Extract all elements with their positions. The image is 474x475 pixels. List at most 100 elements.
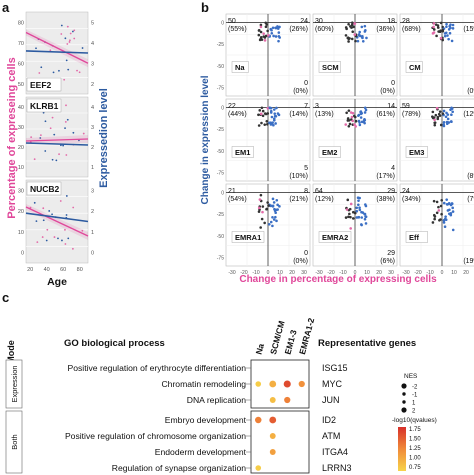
gene-label-box	[26, 98, 62, 113]
scatter-point	[264, 25, 268, 29]
left-tick-label: 70	[18, 41, 24, 47]
scatter-point	[351, 30, 355, 34]
representative-gene: MYC	[322, 379, 343, 389]
scatter-point	[360, 25, 364, 29]
scatter-point	[447, 37, 450, 41]
y-tick-label: -75	[217, 255, 224, 261]
scatter-point	[357, 199, 360, 202]
age-subplot: EEF2 50 60 70 80 2 3 4 5	[18, 11, 94, 95]
pct-bottom-right: (8%)	[467, 173, 474, 180]
age-point	[65, 59, 68, 62]
enrichment-dot	[298, 380, 305, 388]
scatter-point	[273, 114, 277, 118]
age-subplot: KLRB1 10 20 30 40 1 2 3 4	[18, 96, 94, 178]
scatter-point	[442, 109, 446, 113]
right-tick-label: 5	[91, 20, 94, 26]
scatter-point	[358, 196, 361, 200]
scatter-point	[266, 201, 269, 204]
scatter-point	[258, 38, 262, 42]
scatter-point	[357, 114, 360, 117]
count-top-right: 29	[387, 188, 395, 195]
scatter-point	[363, 106, 367, 110]
scatter-point	[363, 121, 366, 125]
scatter-point	[276, 25, 279, 28]
scatter-point	[436, 117, 440, 121]
scatter-point	[347, 109, 351, 112]
scatter-point	[272, 117, 276, 120]
age-point	[40, 66, 43, 69]
x-tick-label: -10	[426, 270, 433, 276]
cell-type-name: SCM	[322, 63, 339, 72]
scatter-point	[364, 222, 368, 225]
age-point	[64, 121, 67, 123]
scatter-point	[431, 221, 435, 224]
column-label: EMRA1-2	[297, 317, 316, 356]
age-point	[73, 37, 76, 40]
color-legend-tick: 1.75	[409, 427, 421, 433]
right-tick-label: 3	[91, 125, 94, 131]
nes-legend-tick: -2	[412, 385, 418, 391]
x-tick-label: -10	[339, 270, 346, 276]
scatter-point	[431, 116, 435, 120]
scatter-point	[354, 39, 357, 43]
mode-header: Mode	[6, 340, 16, 364]
representative-gene: ISG15	[322, 363, 348, 373]
cell-type-name: EMRA2	[322, 233, 348, 242]
age-subplot: NUCB2 0 10 20 30 0 1 2 3	[18, 179, 94, 264]
scatter-point	[259, 25, 263, 29]
y-tick-label: -75	[217, 85, 224, 91]
age-point	[33, 158, 36, 161]
y-tick-label: -50	[217, 234, 224, 240]
scatter-point	[448, 208, 451, 212]
pct-trend-line	[25, 31, 89, 64]
count-top-right: 18	[387, 18, 395, 25]
mode-label-expression: Expression	[10, 365, 19, 402]
age-point	[71, 30, 74, 33]
scatter-point	[266, 106, 270, 110]
scatter-point	[261, 205, 265, 208]
pct-bottom-right: (19%)	[463, 258, 474, 265]
age-point	[30, 136, 33, 139]
x-tick-label: 20	[463, 270, 469, 276]
scatter-point	[353, 115, 357, 119]
scatter-point	[259, 112, 263, 116]
scatter-point	[356, 39, 360, 43]
scatter-point	[259, 35, 263, 39]
pct-top-right: (15%)	[463, 26, 474, 33]
scatter-point	[260, 217, 264, 221]
age-point	[65, 154, 68, 156]
age-point	[59, 200, 62, 202]
scatter-point	[437, 205, 440, 209]
scatter-point	[274, 215, 277, 219]
scatter-point	[261, 114, 265, 118]
age-point	[44, 150, 47, 152]
age-point	[57, 237, 59, 240]
scatter-point	[278, 36, 281, 39]
count-top-right: 7	[304, 103, 308, 110]
age-point	[71, 247, 74, 250]
panel-c: c Mode GO biological process Representative…	[2, 290, 437, 474]
scatter-point	[359, 112, 363, 116]
x-tick-label: 0	[441, 270, 444, 276]
scatter-point	[259, 23, 263, 27]
scatter-point	[347, 124, 351, 128]
pct-trend-line	[25, 138, 89, 142]
scatter-point	[363, 111, 367, 114]
age-point	[64, 37, 67, 40]
age-point	[42, 207, 45, 210]
y-axis-label: Change in expression level	[200, 75, 211, 204]
scatter-point	[344, 26, 348, 29]
scatter-point	[441, 38, 445, 42]
scatter-point	[433, 121, 436, 125]
scatter-point	[441, 112, 445, 115]
scatter-point	[263, 123, 267, 126]
cell-type-label: SCM	[318, 61, 341, 73]
y-tick-label: 0	[221, 106, 224, 112]
x-tick-label: 60	[60, 267, 66, 273]
scatter-point	[346, 198, 350, 202]
left-tick-label: 10	[18, 230, 24, 236]
left-tick-label: 60	[18, 61, 24, 67]
scatter-point	[262, 32, 265, 35]
scatter-point	[440, 198, 444, 202]
